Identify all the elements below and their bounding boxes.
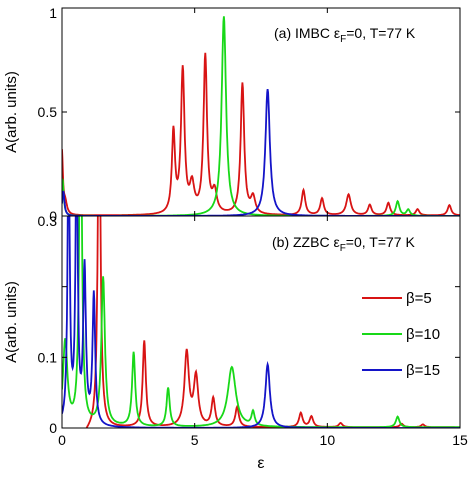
series-line-β=10	[62, 216, 460, 428]
y-tick-label: 0.5	[38, 104, 58, 120]
panel-a: 00.51 (a) IMBC εF=0, T=77 K A(arb. units…	[3, 5, 461, 224]
panel-b-curves	[62, 216, 460, 428]
series-line-β=5	[85, 216, 460, 428]
y-tick-label: 0	[49, 208, 57, 224]
x-axis-label: ε	[257, 455, 264, 472]
panel-a-annotation: (a) IMBC εF=0, T=77 K	[274, 25, 416, 45]
y-tick-label: 0.3	[38, 213, 58, 229]
legend-label: β=5	[406, 290, 432, 307]
y-tick-label: 1	[49, 5, 57, 21]
panel-a-ticks: 00.51	[38, 5, 461, 224]
series-line-β=15	[62, 216, 460, 428]
panel-a-ylabel: A(arb. units)	[3, 71, 20, 153]
legend-label: β=10	[406, 326, 440, 343]
y-tick-label: 0.1	[38, 349, 58, 365]
x-tick-label: 0	[58, 432, 66, 448]
panel-b: 0 5 10 15 0 0.1 0.3 (b) ZZBC εF=0, T=77 K A(ar…	[3, 213, 468, 472]
panel-b-ylabel: A(arb. units)	[3, 281, 20, 363]
x-tick-label: 15	[452, 432, 468, 448]
legend-label: β=15	[406, 362, 440, 379]
panel-b-annotation: (b) ZZBC εF=0, T=77 K	[272, 234, 415, 254]
panel-b-frame	[61, 215, 461, 429]
legend: β=5 β=10 β=15	[362, 290, 440, 379]
panel-b-ticks: 0 5 10 15 0 0.1 0.3	[38, 213, 468, 448]
x-tick-label: 5	[191, 432, 199, 448]
x-tick-label: 10	[320, 432, 336, 448]
y-tick-label: 0	[49, 420, 57, 436]
